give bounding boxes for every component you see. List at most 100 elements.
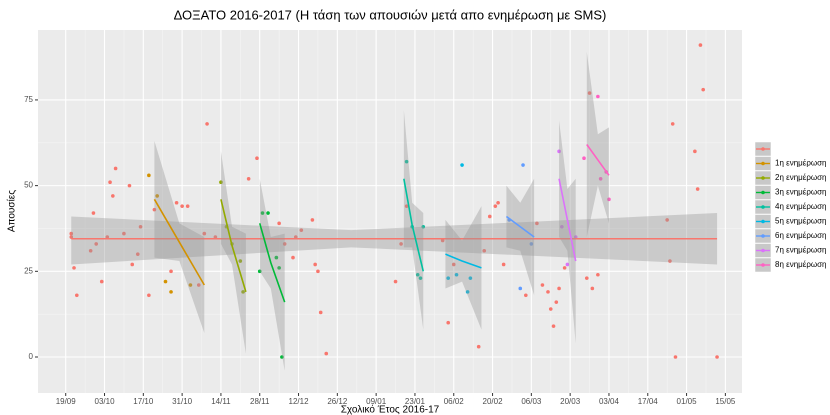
x-axis-label: Σχολικό Έτος 2016-17 bbox=[341, 404, 440, 415]
point bbox=[108, 180, 112, 184]
point bbox=[465, 290, 470, 294]
point bbox=[255, 156, 259, 160]
plot-layer bbox=[38, 30, 742, 393]
x-tick-label: 20/02 bbox=[483, 397, 504, 406]
point bbox=[557, 286, 561, 291]
x-tick-label: 03/04 bbox=[599, 397, 620, 406]
x-tick-label: 14/11 bbox=[211, 397, 231, 406]
point bbox=[440, 238, 445, 243]
point bbox=[282, 242, 287, 246]
legend-label: 4η ενημέρωση bbox=[775, 202, 827, 211]
point bbox=[299, 228, 304, 232]
point bbox=[188, 283, 193, 287]
point bbox=[316, 269, 320, 274]
point bbox=[715, 355, 719, 359]
fit-line bbox=[220, 199, 247, 293]
fit-line bbox=[403, 178, 425, 272]
point bbox=[257, 269, 262, 274]
y-tick-label: 0 bbox=[29, 352, 34, 361]
x-tick-label: 19/09 bbox=[56, 397, 77, 406]
point bbox=[607, 197, 611, 202]
point bbox=[324, 351, 329, 356]
point bbox=[72, 266, 76, 270]
legend-label: 5η ενημέρωση bbox=[775, 217, 827, 226]
point bbox=[111, 194, 115, 198]
point bbox=[266, 211, 270, 215]
point bbox=[246, 176, 251, 181]
point bbox=[665, 218, 669, 222]
point bbox=[535, 221, 539, 226]
point bbox=[670, 122, 675, 126]
fit-line bbox=[558, 178, 577, 262]
point bbox=[596, 272, 600, 277]
point bbox=[584, 276, 589, 280]
x-tick-label: 09/01 bbox=[366, 397, 387, 406]
point bbox=[185, 204, 190, 208]
point bbox=[548, 307, 553, 311]
point bbox=[94, 242, 99, 246]
point bbox=[113, 166, 118, 171]
point bbox=[476, 344, 481, 349]
legend-key-point bbox=[761, 263, 765, 267]
confidence-band bbox=[506, 178, 535, 296]
point bbox=[138, 224, 143, 229]
point bbox=[554, 300, 559, 304]
point bbox=[213, 235, 218, 239]
point bbox=[557, 149, 561, 154]
fit-line bbox=[586, 144, 610, 176]
legend-label: 8η ενημέρωση bbox=[775, 260, 827, 269]
point bbox=[310, 218, 315, 222]
point bbox=[174, 200, 179, 205]
legend-label: 1η ενημέρωση bbox=[775, 159, 827, 168]
point bbox=[152, 207, 157, 212]
x-tick-label: 12/12 bbox=[289, 397, 310, 406]
fit-line bbox=[505, 215, 535, 238]
point bbox=[88, 248, 93, 253]
point bbox=[446, 276, 451, 280]
x-tick-label: 20/03 bbox=[560, 397, 581, 406]
point bbox=[135, 252, 140, 256]
x-tick-label: 31/10 bbox=[172, 397, 193, 406]
point bbox=[446, 320, 451, 325]
point bbox=[415, 272, 420, 277]
confidence-band bbox=[445, 206, 482, 330]
point bbox=[202, 231, 207, 236]
fit-line bbox=[153, 198, 205, 286]
y-tick-label: 75 bbox=[24, 95, 33, 104]
point bbox=[75, 293, 79, 298]
point bbox=[105, 235, 110, 239]
point bbox=[518, 286, 523, 291]
confidence-band bbox=[403, 110, 424, 330]
legend-key-point bbox=[761, 147, 765, 151]
point bbox=[598, 176, 603, 181]
point bbox=[404, 204, 409, 208]
fit-line bbox=[258, 223, 286, 303]
x-tick-label: 03/10 bbox=[95, 397, 116, 406]
point bbox=[99, 279, 104, 284]
point bbox=[122, 231, 126, 236]
point bbox=[277, 221, 281, 226]
confidence-band bbox=[559, 120, 576, 344]
point bbox=[529, 242, 534, 246]
legend-key-point bbox=[761, 205, 765, 209]
point bbox=[565, 262, 570, 267]
point bbox=[291, 255, 295, 260]
point bbox=[562, 266, 567, 270]
legend-label: 2η ενημέρωση bbox=[775, 173, 827, 182]
point bbox=[451, 262, 456, 267]
point bbox=[147, 173, 151, 178]
x-tick-label: 06/03 bbox=[521, 397, 542, 406]
point bbox=[163, 279, 168, 284]
x-tick-label: 17/10 bbox=[133, 397, 154, 406]
point bbox=[91, 211, 96, 215]
x-tick-label: 17/04 bbox=[638, 397, 659, 406]
point bbox=[69, 235, 74, 239]
point bbox=[418, 276, 423, 280]
point bbox=[482, 248, 487, 253]
point bbox=[487, 214, 492, 219]
fit-line bbox=[445, 253, 482, 269]
point bbox=[701, 87, 705, 92]
point bbox=[590, 286, 595, 291]
point bbox=[695, 187, 700, 191]
